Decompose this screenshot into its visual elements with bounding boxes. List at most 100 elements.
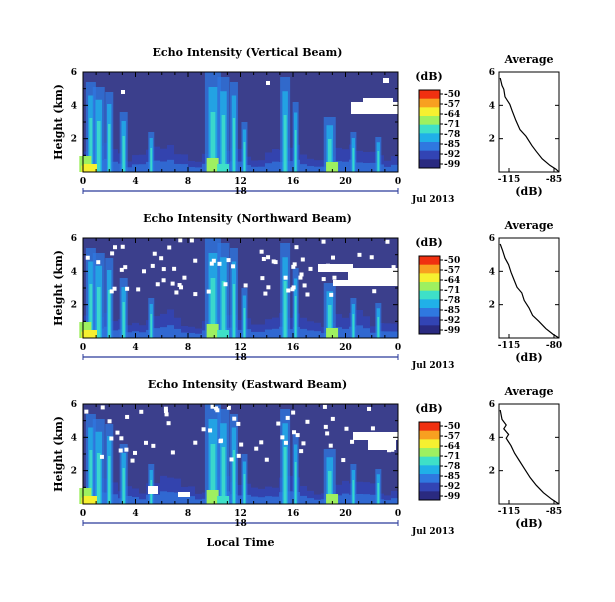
- hotspot: [217, 164, 230, 172]
- plume-core: [377, 151, 380, 172]
- x-axis: 0 4 8 12 16 20 0: [80, 404, 401, 519]
- x-tick-label: 4: [132, 177, 138, 187]
- missing-cell: [226, 258, 231, 263]
- profile-x-tick-label: -80: [546, 341, 562, 351]
- date-label: Jul 2013: [411, 195, 454, 205]
- band-cell: [160, 161, 167, 172]
- hotspot: [326, 328, 339, 338]
- band-cell: [174, 492, 181, 504]
- surface-hotspots: [79, 322, 339, 338]
- colorbar-tick-label: -92: [444, 316, 460, 326]
- band-cell: [314, 499, 321, 504]
- y-axis-label: Height (km): [52, 250, 65, 326]
- band-cell: [195, 328, 202, 338]
- missing-cell: [243, 283, 248, 288]
- band-cell: [125, 325, 132, 338]
- band-cell: [300, 154, 307, 172]
- x-tick-label: 20: [339, 177, 352, 187]
- missing-cell: [110, 251, 115, 256]
- band-cell: [265, 486, 272, 504]
- band-cell: [167, 309, 174, 338]
- band-cell: [181, 332, 188, 338]
- missing-cell: [136, 287, 141, 292]
- hotspot: [83, 496, 97, 504]
- missing-cell: [210, 404, 215, 409]
- colorbar-segment: [419, 299, 440, 309]
- missing-cell: [363, 98, 393, 104]
- band-cell: [244, 494, 251, 504]
- missing-cell: [351, 102, 398, 114]
- band-cell: [272, 148, 279, 172]
- band-cell: [125, 486, 132, 504]
- missing-cell: [159, 256, 164, 261]
- plume-core: [122, 136, 125, 172]
- band-cell: [335, 327, 342, 338]
- band-cell: [188, 167, 195, 172]
- day-label: 18: [234, 353, 247, 363]
- missing-cell: [291, 410, 296, 415]
- plume-core: [283, 281, 287, 338]
- day-label: 18: [234, 187, 247, 197]
- colorbar-segment: [419, 316, 440, 326]
- chart-panel-1: Echo Intensity (Vertical Beam)0 4 8 12 16 20 0…: [52, 46, 562, 205]
- colorbar-tick-label: -99: [444, 492, 460, 502]
- band-cell: [314, 160, 321, 172]
- band-cell: [139, 325, 146, 338]
- missing-cell: [283, 275, 288, 280]
- hotspot: [326, 494, 339, 504]
- colorbar-frame: [418, 255, 441, 335]
- missing-cell: [118, 448, 123, 453]
- x-tick-label: 12: [234, 343, 247, 353]
- colorbar-tick-label: -78: [444, 130, 460, 140]
- missing-cell: [178, 492, 190, 497]
- band-cell: [272, 317, 279, 338]
- colorbar-segment: [419, 448, 440, 458]
- band-cell: [391, 164, 398, 172]
- missing-cell: [370, 426, 375, 431]
- missing-cell: [219, 438, 224, 443]
- band-cell: [363, 316, 370, 338]
- colorbar-tick-label: -99: [444, 160, 460, 170]
- missing-cell: [261, 257, 266, 262]
- band-cell: [251, 496, 258, 504]
- missing-cell: [223, 282, 228, 287]
- hotspot: [206, 324, 219, 338]
- colorbar-tick-label: -64: [444, 110, 460, 120]
- missing-cell: [163, 406, 168, 411]
- missing-cell: [353, 432, 398, 440]
- x-tick-label: 8: [185, 177, 191, 187]
- band-cell: [139, 493, 146, 504]
- band-cell: [174, 163, 181, 172]
- convection-plumes: [85, 72, 382, 172]
- colorbar-segment: [419, 422, 440, 432]
- plume-core: [96, 121, 101, 172]
- plume-core: [108, 124, 111, 172]
- band-cell: [363, 163, 370, 172]
- missing-cell: [155, 282, 160, 287]
- missing-cell: [133, 450, 138, 455]
- x-axis: 0 4 8 12 16 20 0: [80, 238, 401, 353]
- missing-cell: [120, 244, 125, 249]
- missing-cell: [139, 409, 144, 414]
- band-cell: [363, 482, 370, 504]
- missing-cell: [226, 405, 231, 410]
- band-cell: [167, 325, 174, 338]
- x-tick-label: 0: [80, 509, 86, 519]
- band-cell: [111, 321, 118, 338]
- profile-frame: [498, 237, 560, 339]
- missing-cell: [112, 286, 117, 291]
- hotspot: [206, 490, 219, 504]
- band-cell: [195, 161, 202, 172]
- band-cell: [244, 156, 251, 172]
- profile-y-tick-label: 6: [489, 68, 495, 78]
- missing-cell: [189, 238, 194, 243]
- missing-data: [84, 404, 398, 497]
- plume-core: [89, 284, 93, 338]
- band-cell: [251, 160, 258, 172]
- missing-cell: [113, 245, 118, 250]
- plume-core: [294, 296, 297, 338]
- hotspot: [206, 158, 219, 172]
- hotspot: [83, 164, 97, 172]
- profile-x-label: (dB): [515, 351, 542, 364]
- colorbar-segment: [419, 90, 440, 100]
